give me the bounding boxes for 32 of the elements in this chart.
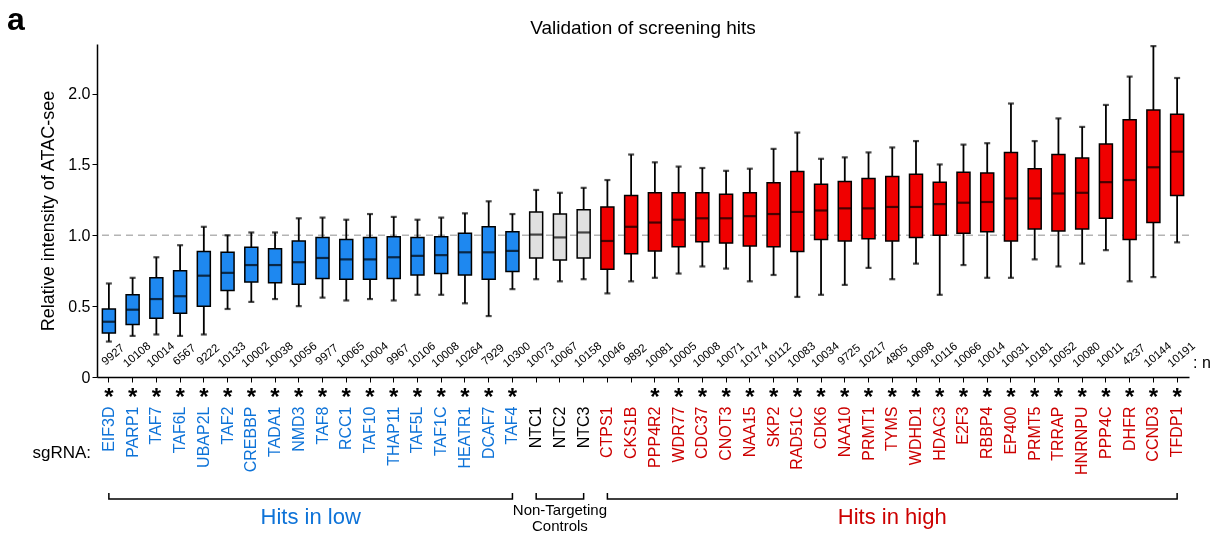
- x-tick-label: NTC3: [574, 406, 592, 449]
- x-tick-label: CTPS1: [598, 406, 616, 459]
- x-tick-label: TAF7: [147, 406, 165, 445]
- y-tick-label: 2.0: [68, 85, 91, 103]
- chart-title: Validation of screening hits: [530, 17, 756, 38]
- y-axis-title: Relative intensity of ATAC-see: [38, 90, 59, 332]
- y-tick-label: 0: [81, 368, 91, 386]
- text: sgRNA:: [32, 443, 91, 462]
- x-tick-label: PARP1: [123, 406, 141, 458]
- text: Hits in high: [837, 504, 947, 529]
- x-tick-label: NTC2: [550, 406, 568, 449]
- x-tick-label: DCAF7: [479, 406, 497, 459]
- x-tick-label: HEATR1: [455, 406, 473, 469]
- x-tick-label: RCC1: [337, 406, 355, 451]
- x-tick-label: TFDP1: [1168, 406, 1186, 458]
- x-tick-label: CKS1B: [622, 406, 640, 459]
- x-tick-label: PRMT1: [859, 406, 877, 461]
- x-tick-label: TAF6L: [171, 406, 189, 454]
- y-tick-label: 1.5: [68, 155, 91, 173]
- y-tick-label: 0.5: [68, 297, 91, 315]
- x-tick-label: TADA1: [266, 406, 284, 457]
- x-tick-label: NTC1: [527, 406, 545, 449]
- x-tick-label: UBAP2L: [194, 406, 212, 468]
- text: Hits in low: [260, 504, 361, 529]
- text: a: [7, 1, 25, 37]
- text: : n: [1193, 354, 1211, 371]
- x-tick-label: THAP11: [384, 406, 402, 466]
- x-tick-label: CDC37: [693, 406, 711, 459]
- y-tick-label: 1.0: [68, 226, 91, 244]
- x-tick-label: WDHD1: [907, 406, 924, 466]
- text: Non-Targeting Controls: [512, 501, 608, 534]
- x-tick-label: TAF5L: [408, 406, 426, 454]
